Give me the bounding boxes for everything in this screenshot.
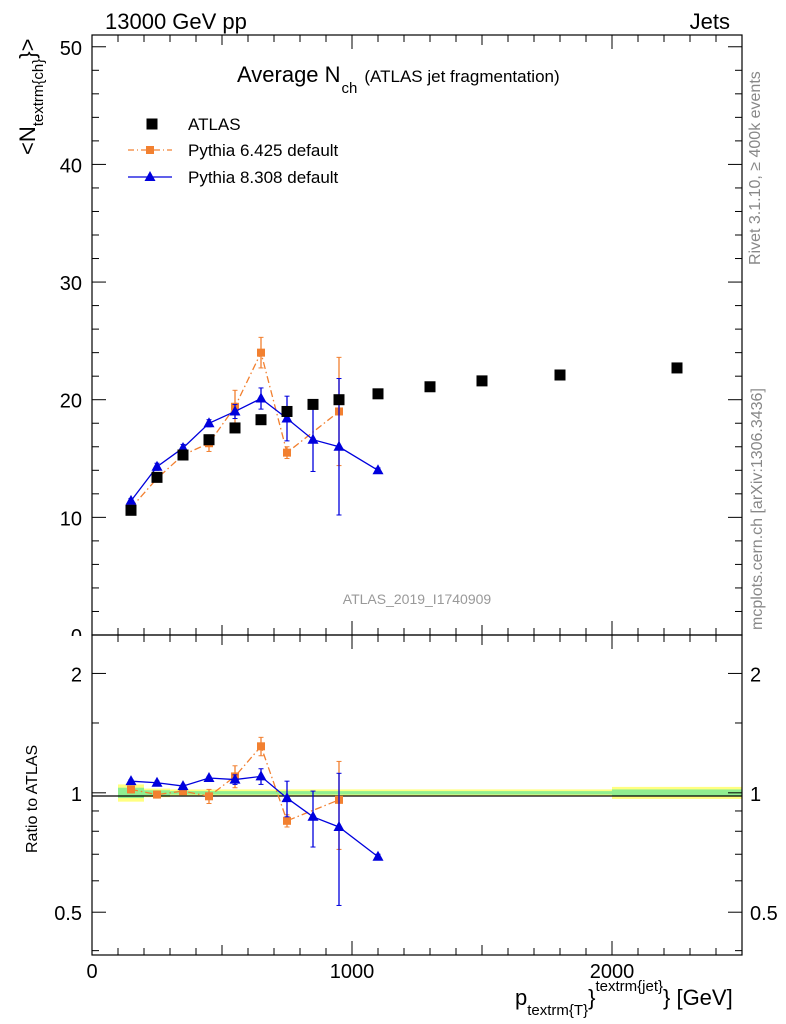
main-point-atlas [203,434,215,446]
main-point-pythia-6-425-default [257,348,265,357]
main-point-pythia-8-308-default [372,464,384,475]
ratio-y-tick-label-left: 2 [71,664,82,686]
main-point-atlas [125,504,137,516]
main-point-pythia-6-425-default [283,448,291,457]
main-point-pythia-8-308-default [255,392,267,403]
ratio-point-pythia-6-425-default [257,742,265,751]
ratio-y-tick-label-right: 2 [750,664,761,686]
x-tick-label: 1000 [330,961,375,983]
main-y-tick-label: 40 [60,155,82,177]
ratio-panel: 0.5 0.5 1 1 2 2 Ratio to ATLAS 0 1000 2000 ptex… [24,634,778,1019]
main-line-pythia-8-308-default [130,397,379,502]
ratio-ticks [91,634,743,955]
ratio-y-tick-label-right: 0.5 [750,903,778,925]
x-tick-label: 0 [86,961,97,983]
main-point-pythia-8-308-default [333,440,345,451]
main-point-atlas [281,405,293,417]
main-point-atlas [424,381,436,393]
main-point-atlas [177,449,189,461]
legend-entry-pythia6: Pythia 6.425 default [128,141,339,160]
main-point-pythia-8-308-default [203,417,215,428]
ratio-y-axis-label: Ratio to ATLAS [24,745,41,853]
ratio-point-pythia-6-425-default [205,792,213,801]
legend-entry-pythia8: Pythia 8.308 default [128,168,339,187]
band-inner [170,791,612,795]
plot-title: Average Nch(ATLAS jet fragmentation) [237,62,560,97]
ratio-point-pythia-8-308-default [333,821,345,832]
legend-label-atlas: ATLAS [188,115,241,134]
ratio-point-pythia-8-308-default [203,771,215,782]
main-point-atlas [333,394,345,406]
ratio-point-pythia-8-308-default [151,776,163,787]
main-point-atlas [554,369,566,381]
main-y-tick-label: 10 [60,508,82,530]
mcplots-label: mcplots.cern.ch [arXiv:1306.3436] [749,388,766,630]
legend-marker-atlas [146,118,158,130]
legend-marker-pythia8 [144,171,156,181]
ratio-y-tick-label-right: 1 [750,784,761,806]
main-point-pythia-8-308-default [229,405,241,416]
main-y-tick-label: 20 [60,391,82,413]
main-point-pythia-8-308-default [307,433,319,444]
main-series [125,336,683,516]
legend-label-pythia6: Pythia 6.425 default [188,141,339,160]
main-point-pythia-8-308-default [177,441,189,452]
main-point-atlas [229,422,241,434]
legend-label-pythia8: Pythia 8.308 default [188,168,339,187]
main-ticks [91,35,743,649]
header-left: 13000 GeV pp [105,9,247,34]
ratio-point-pythia-8-308-default [255,770,267,781]
analysis-label: ATLAS_2019_I1740909 [343,591,492,607]
x-tick-label: 2000 [590,961,635,983]
main-y-tick-label: 30 [60,273,82,295]
main-point-atlas [671,362,683,374]
ratio-point-pythia-6-425-default [179,787,187,796]
rivet-label: Rivet 3.1.10, ≥ 400k events [747,71,764,265]
ratio-frame [91,634,743,956]
main-y-tick-labels: 10 20 30 40 50 0 [60,38,82,648]
main-y-tick-label-zero: 0 [71,626,82,648]
ratio-line-pythia-6-425-default [130,745,340,822]
ratio-point-pythia-8-308-default [177,780,189,791]
main-point-atlas [476,375,488,387]
legend: ATLAS Pythia 6.425 default Pythia 8.308 … [128,115,339,187]
band-inner [612,789,742,797]
main-point-pythia-8-308-default [125,494,137,505]
ratio-point-pythia-6-425-default [127,785,135,794]
main-point-atlas [372,388,384,400]
header-right: Jets [690,9,730,34]
ratio-point-pythia-8-308-default [307,810,319,821]
ratio-series [125,736,384,906]
ratio-point-pythia-6-425-default [153,790,161,799]
main-point-pythia-8-308-default [281,412,293,423]
ratio-point-pythia-8-308-default [229,773,241,784]
legend-marker-pythia6 [146,146,154,154]
ratio-y-tick-labels: 0.5 0.5 1 1 2 2 [54,664,778,925]
main-y-axis-label: <Ntextrm{ch}}> [15,39,47,155]
main-point-atlas [307,398,319,410]
ratio-y-tick-label-left: 0.5 [54,903,82,925]
ratio-point-pythia-6-425-default [283,816,291,825]
ratio-point-pythia-8-308-default [372,850,384,861]
main-point-atlas [255,414,267,426]
main-y-tick-label: 50 [60,38,82,60]
ratio-line-pythia-8-308-default [130,775,379,858]
x-axis-label: ptextrm{T}}textrm{jet}} [GeV] [515,978,733,1019]
x-tick-labels: 0 1000 2000 [86,961,634,983]
main-point-pythia-8-308-default [151,460,163,471]
ratio-point-pythia-8-308-default [125,775,137,786]
main-panel: 10 20 30 40 50 0 Average Nch(ATLAS jet fragme… [15,34,743,649]
main-point-atlas [151,471,163,483]
legend-entry-atlas: ATLAS [146,115,241,134]
ratio-y-tick-label-left: 1 [71,784,82,806]
ratio-point-pythia-8-308-default [281,792,293,803]
